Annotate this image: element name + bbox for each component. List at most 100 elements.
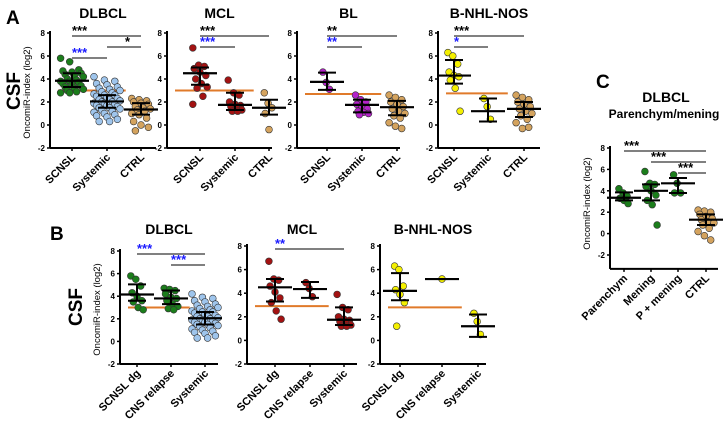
data-point <box>189 44 197 52</box>
y-tick-label: -2 <box>426 144 434 153</box>
y-tick-label: -2 <box>155 144 163 153</box>
data-point <box>116 86 124 95</box>
y-tick-label: -2 <box>285 144 293 153</box>
data-point <box>398 124 406 133</box>
y-tick-label: 4 <box>41 75 46 84</box>
panel-label-a: A <box>6 8 20 29</box>
data-point <box>694 227 702 236</box>
data-point <box>113 115 122 124</box>
data-point <box>706 236 715 244</box>
y-tick-label: 2 <box>111 315 116 324</box>
y-tick-label: 0 <box>111 337 116 346</box>
significance-stars: *** <box>72 45 88 60</box>
x-tick-label: CTRL <box>118 151 147 180</box>
y-tick-label: 0 <box>288 121 293 130</box>
x-tick-label: Systemic <box>325 152 368 195</box>
data-point <box>170 306 178 314</box>
data-point <box>275 276 283 284</box>
data-point <box>200 62 209 71</box>
x-tick-label: CTRL <box>683 272 712 301</box>
significance-stars: *** <box>171 252 187 267</box>
data-point <box>260 89 268 97</box>
data-point <box>214 321 222 330</box>
data-point <box>518 124 527 133</box>
data-point <box>90 72 98 81</box>
panel-label-c: C <box>596 72 610 93</box>
x-tick-label: SCNSL <box>171 151 206 186</box>
y-axis-label: OncomiR-index (log2) <box>92 263 103 355</box>
y-tick-label: 4 <box>371 289 376 298</box>
data-point <box>652 191 660 199</box>
significance-stars: *** <box>200 34 216 49</box>
y-tick-label: 0 <box>41 121 46 130</box>
y-tick-label: 6 <box>429 52 434 61</box>
data-point <box>265 257 273 265</box>
data-point <box>385 118 393 127</box>
data-point <box>456 107 464 115</box>
y-tick-label: 6 <box>238 266 243 275</box>
y-tick-label: 8 <box>601 144 606 153</box>
data-point <box>653 221 661 229</box>
y-tick-label: 8 <box>111 247 116 256</box>
data-point <box>391 122 400 130</box>
data-point <box>700 232 709 240</box>
plot-title: MCL <box>204 5 235 21</box>
significance-stars: ** <box>275 236 286 251</box>
data-point <box>72 87 81 96</box>
y-tick-label: 6 <box>288 52 293 61</box>
data-point <box>193 334 201 342</box>
y-tick-label: 2 <box>158 98 163 107</box>
x-tick-label: CTRL <box>501 151 530 180</box>
significance-stars: *** <box>651 149 667 164</box>
plot-title: MCL <box>287 221 318 237</box>
data-point <box>128 109 136 118</box>
data-point <box>142 114 151 122</box>
data-point <box>518 93 527 102</box>
plot-subtitle: Parenchym/mening <box>609 107 720 121</box>
plot-title: DLBCL <box>145 221 193 237</box>
data-point <box>528 109 536 118</box>
plot-title: BL <box>339 5 358 21</box>
x-tick-label: SCNSL <box>298 151 333 186</box>
data-point <box>449 52 457 60</box>
significance-stars: ** <box>327 23 338 38</box>
data-point <box>131 127 140 135</box>
data-point <box>265 125 273 134</box>
data-point <box>211 332 220 340</box>
data-point <box>351 91 360 99</box>
data-point <box>454 60 462 68</box>
y-tick-label: 6 <box>601 165 606 174</box>
data-point <box>387 98 395 106</box>
y-tick-label: 2 <box>238 313 243 322</box>
data-point <box>79 85 88 94</box>
data-point <box>277 315 285 323</box>
y-tick-label: 8 <box>158 29 163 38</box>
data-point <box>65 89 74 97</box>
data-point <box>648 201 656 209</box>
data-point <box>364 109 373 118</box>
y-tick-label: -2 <box>108 360 116 369</box>
significance-stars: *** <box>624 138 640 153</box>
y-tick-label: 8 <box>41 29 46 38</box>
data-point <box>56 54 65 62</box>
y-tick-label: 0 <box>158 121 163 130</box>
data-point <box>189 100 197 109</box>
significance-stars: * <box>454 34 460 49</box>
plot-title: B-NHL-NOS <box>450 5 529 21</box>
y-tick-label: -2 <box>235 360 243 369</box>
y-tick-label: 8 <box>429 29 434 38</box>
data-point <box>214 303 222 312</box>
x-tick-label: Systemic <box>441 368 484 411</box>
y-tick-label: 4 <box>158 75 163 84</box>
y-tick-label: 8 <box>288 29 293 38</box>
x-tick-label: SCNSL <box>43 151 78 186</box>
plot-a-dlbcl: DLBCL -2 0 2 4 6 8 OncomiR-index (log2) SCNSLSys… <box>22 5 158 194</box>
y-axis-label: OncomiR-index (log2) <box>582 157 593 249</box>
y-tick-label: 6 <box>158 52 163 61</box>
